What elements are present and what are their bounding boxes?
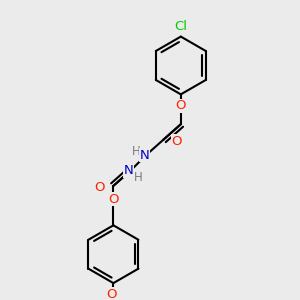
Text: O: O: [176, 99, 186, 112]
Text: O: O: [172, 135, 182, 148]
Text: H: H: [132, 145, 141, 158]
Text: Cl: Cl: [174, 20, 187, 34]
Text: N: N: [139, 148, 149, 161]
Text: N: N: [124, 164, 134, 177]
Text: O: O: [106, 288, 117, 300]
Text: O: O: [95, 181, 105, 194]
Text: O: O: [108, 193, 119, 206]
Text: H: H: [134, 171, 143, 184]
